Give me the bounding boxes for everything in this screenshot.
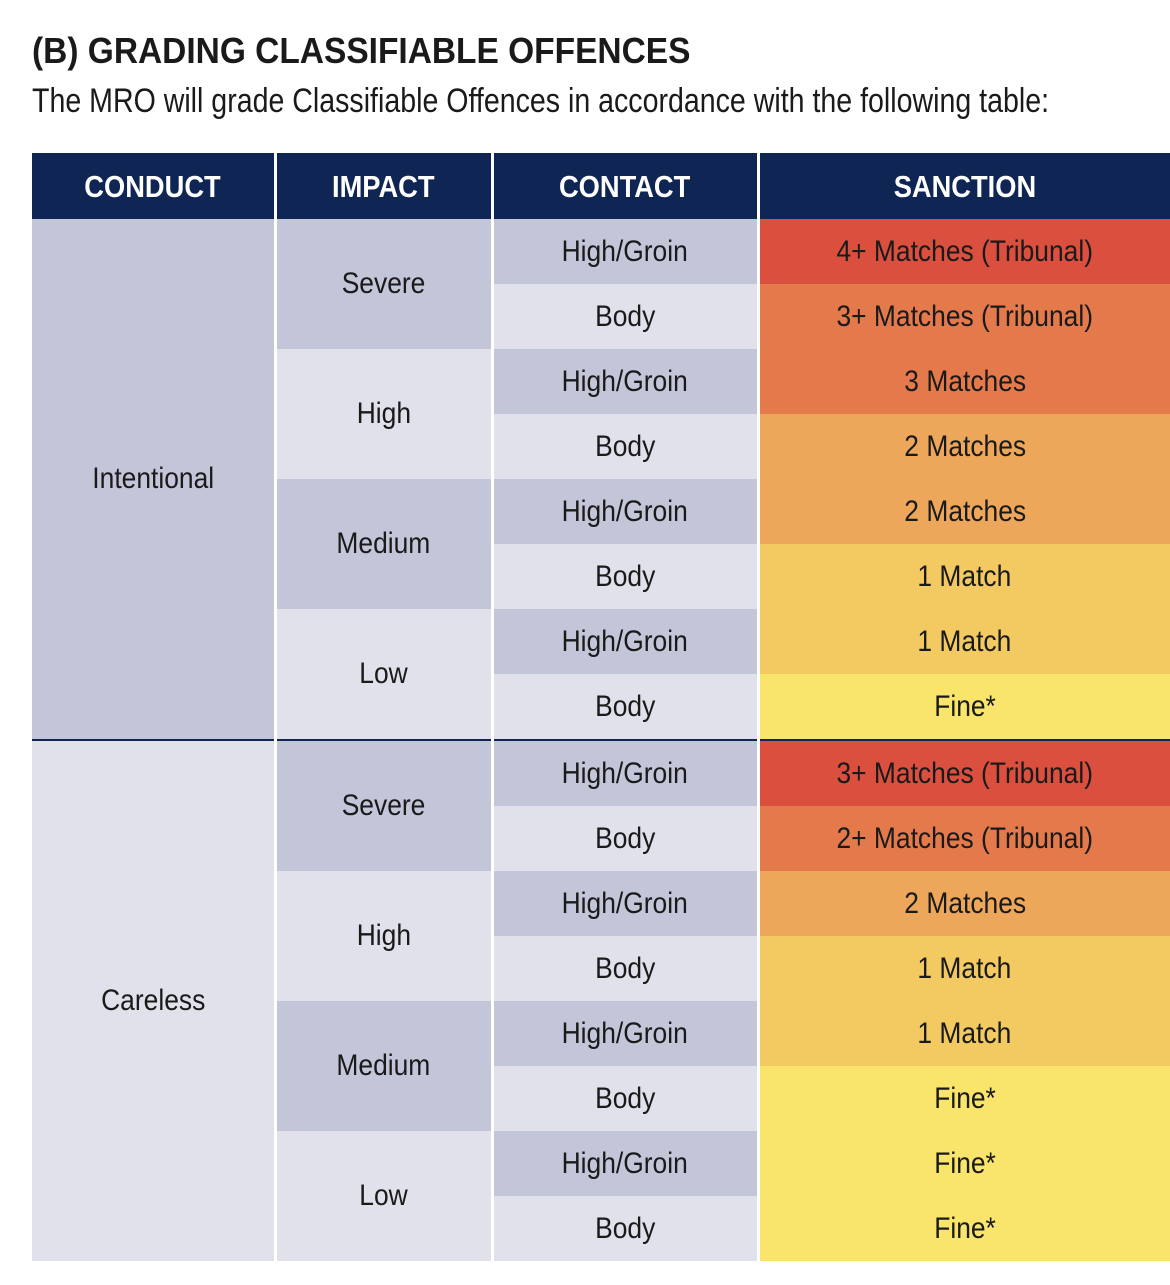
header-contact: CONTACT <box>490 153 758 219</box>
contact-cell: Body <box>490 414 758 479</box>
table-row: High High/Groin 2 Matches <box>32 871 1170 1001</box>
sanction-cell: 1 Match <box>756 1001 1170 1066</box>
contact-cell: High/Groin <box>490 1001 758 1066</box>
impact-cell: Medium <box>273 1001 492 1131</box>
contact-cell: High/Groin <box>490 1131 758 1196</box>
contact-cell: High/Groin <box>490 609 758 674</box>
table-row: Careless Severe High/Groin 3+ Matches (Trib… <box>32 739 1170 1261</box>
table-row: High High/Groin 3 Matches <box>32 349 1170 479</box>
sanction-cell: Fine* <box>756 1131 1170 1196</box>
table-row: Intentional Severe High/Groin 4+ Matches (T… <box>32 219 1170 740</box>
impact-cell: Severe <box>273 219 492 349</box>
table-row: Body 1 Match <box>32 936 1170 1001</box>
header-conduct: CONDUCT <box>32 153 275 219</box>
conduct-cell: Careless <box>32 739 275 1261</box>
table-row: Low High/Groin Fine* <box>32 1131 1170 1261</box>
header-impact: IMPACT <box>273 153 492 219</box>
contact-cell: Body <box>490 1196 758 1261</box>
section-heading: (B) GRADING CLASSIFIABLE OFFENCES <box>32 30 691 71</box>
table-row: Low High/Groin 1 Match <box>32 609 1170 740</box>
contact-cell: Body <box>490 544 758 609</box>
contact-cell: Body <box>490 1066 758 1131</box>
sanction-cell: 1 Match <box>756 544 1170 609</box>
impact-cell: Severe <box>273 739 492 871</box>
sanction-cell: 2 Matches <box>756 414 1170 479</box>
contact-cell: Body <box>490 936 758 1001</box>
contact-cell: Body <box>490 284 758 349</box>
table-row: Body Fine* <box>32 1066 1170 1131</box>
sanction-cell: 1 Match <box>756 609 1170 674</box>
conduct-cell: Intentional <box>32 219 275 740</box>
impact-cell: Low <box>273 609 492 740</box>
contact-cell: High/Groin <box>490 349 758 414</box>
impact-cell: Medium <box>273 479 492 609</box>
sanction-cell: 3+ Matches (Tribunal) <box>756 739 1170 806</box>
table-header-row: CONDUCT IMPACT CONTACT SANCTION <box>32 153 1170 219</box>
table-row: Body 2 Matches <box>32 414 1170 479</box>
sanction-cell: Fine* <box>756 674 1170 740</box>
table-row: Body Fine* <box>32 1196 1170 1261</box>
contact-cell: High/Groin <box>490 479 758 544</box>
header-sanction: SANCTION <box>756 153 1170 219</box>
impact-cell: High <box>273 349 492 479</box>
table-row: Body Fine* <box>32 674 1170 740</box>
contact-cell: High/Groin <box>490 219 758 284</box>
contact-cell: High/Groin <box>490 739 758 806</box>
table-row: Medium High/Groin 1 Match <box>32 1001 1170 1131</box>
sanction-cell: 3+ Matches (Tribunal) <box>756 284 1170 349</box>
table-row: Body 2+ Matches (Tribunal) <box>32 806 1170 871</box>
sanction-cell: 2 Matches <box>756 871 1170 936</box>
contact-cell: High/Groin <box>490 871 758 936</box>
grading-table: CONDUCT IMPACT CONTACT SANCTION Intentio… <box>32 153 1170 1261</box>
table-row: Medium High/Groin 2 Matches <box>32 479 1170 609</box>
sanction-cell: 3 Matches <box>756 349 1170 414</box>
impact-cell: Low <box>273 1131 492 1261</box>
sanction-cell: 4+ Matches (Tribunal) <box>756 219 1170 284</box>
table-body: Intentional Severe High/Groin 4+ Matches (T… <box>32 219 1170 1261</box>
contact-cell: Body <box>490 674 758 740</box>
sanction-cell: Fine* <box>756 1066 1170 1131</box>
sanction-cell: 2+ Matches (Tribunal) <box>756 806 1170 871</box>
impact-cell: High <box>273 871 492 1001</box>
table-row: Body 1 Match <box>32 544 1170 609</box>
contact-cell: Body <box>490 806 758 871</box>
table-row: Body 3+ Matches (Tribunal) <box>32 284 1170 349</box>
sanction-cell: 1 Match <box>756 936 1170 1001</box>
sanction-cell: 2 Matches <box>756 479 1170 544</box>
intro-text: The MRO will grade Classifiable Offences… <box>32 82 1050 120</box>
sanction-cell: Fine* <box>756 1196 1170 1261</box>
